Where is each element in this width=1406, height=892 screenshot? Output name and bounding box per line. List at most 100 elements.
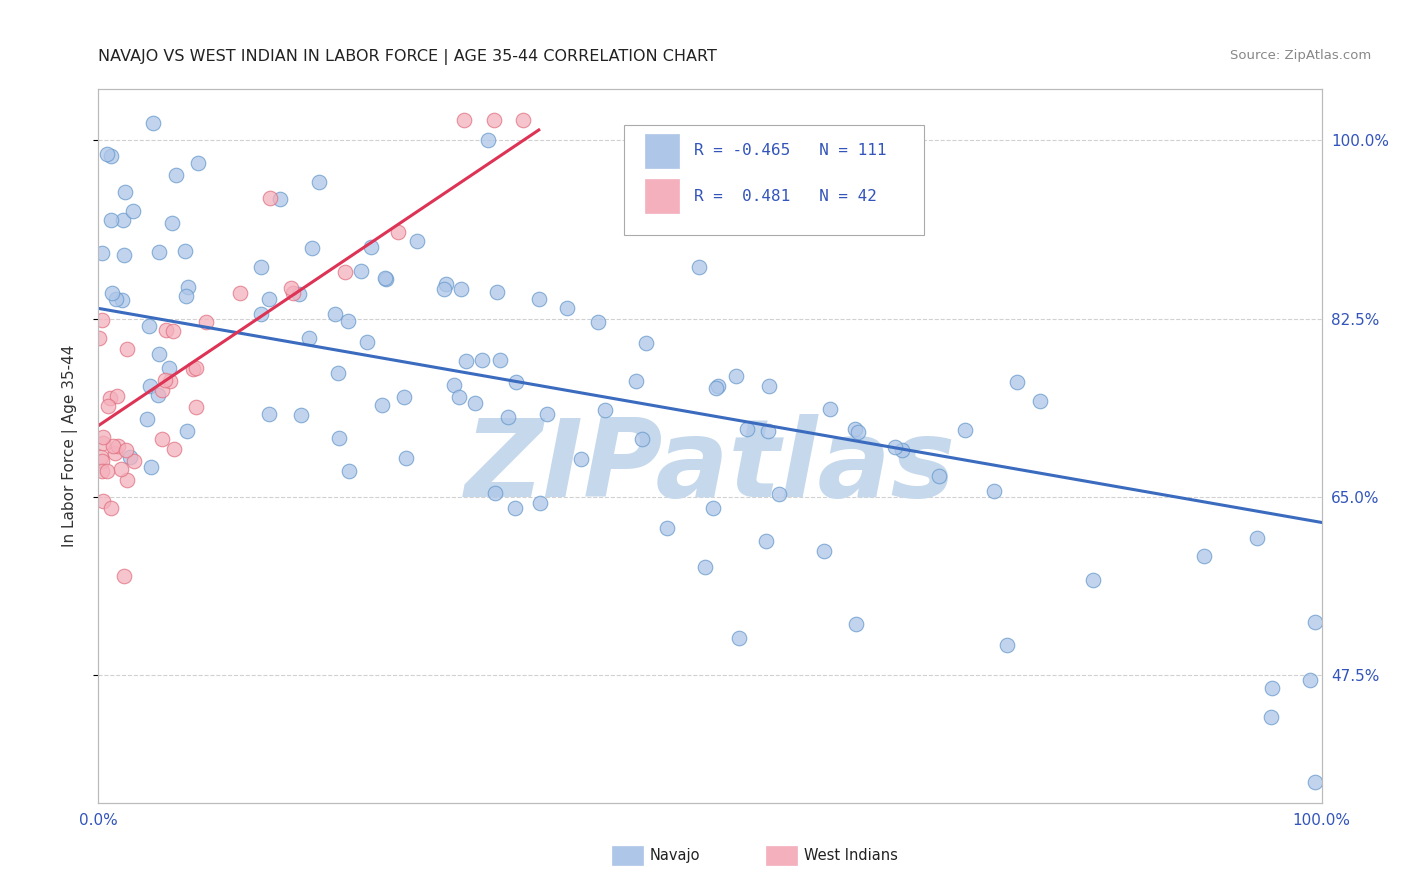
Point	[100, 391, 122, 405]
Point	[498, 409, 520, 424]
Point	[503, 501, 526, 516]
Point	[153, 373, 176, 387]
Point	[512, 112, 534, 127]
Point	[136, 412, 159, 426]
Point	[1260, 710, 1282, 724]
Point	[250, 307, 273, 321]
Point	[93, 430, 115, 444]
Point	[1005, 376, 1028, 390]
Point	[586, 314, 609, 328]
Point	[688, 260, 710, 274]
Point	[813, 544, 835, 558]
Point	[557, 301, 579, 315]
Point	[995, 638, 1018, 652]
Point	[434, 277, 457, 291]
Point	[818, 402, 841, 417]
Point	[328, 432, 350, 446]
Point	[228, 286, 250, 301]
Point	[529, 292, 551, 306]
FancyBboxPatch shape	[624, 125, 924, 235]
Point	[737, 422, 759, 436]
Point	[624, 374, 647, 388]
Point	[505, 375, 527, 389]
Text: ZIPatlas: ZIPatlas	[464, 415, 956, 520]
Point	[91, 494, 114, 508]
Point	[1192, 549, 1215, 564]
Point	[155, 323, 177, 337]
Point	[392, 390, 415, 404]
Point	[443, 378, 465, 392]
Point	[96, 146, 118, 161]
Point	[162, 216, 184, 230]
Point	[159, 375, 181, 389]
Point	[112, 248, 135, 262]
Point	[335, 265, 357, 279]
Point	[90, 246, 112, 260]
Point	[1246, 531, 1268, 545]
Point	[569, 452, 592, 467]
Point	[100, 212, 122, 227]
Point	[89, 331, 111, 345]
Point	[259, 191, 281, 205]
Point	[176, 424, 198, 438]
Point	[148, 346, 170, 360]
Point	[374, 272, 396, 286]
Point	[101, 439, 124, 453]
Point	[259, 407, 281, 421]
Point	[634, 335, 657, 350]
Point	[387, 225, 409, 239]
Point	[112, 569, 135, 583]
Point	[447, 390, 470, 404]
Text: West Indians: West Indians	[804, 848, 898, 863]
Point	[755, 533, 778, 548]
Point	[371, 398, 394, 412]
Point	[463, 396, 485, 410]
Point	[395, 450, 418, 465]
Point	[308, 174, 330, 188]
Bar	[645, 134, 679, 168]
Point	[1261, 681, 1284, 695]
Point	[1029, 394, 1052, 409]
Point	[120, 450, 142, 464]
Point	[100, 149, 122, 163]
Point	[173, 244, 195, 258]
Point	[269, 192, 291, 206]
Point	[453, 112, 475, 127]
Point	[249, 260, 271, 274]
Point	[406, 234, 429, 248]
Point	[283, 286, 305, 301]
Point	[655, 520, 678, 534]
Text: NAVAJO VS WEST INDIAN IN LABOR FORCE | AGE 35-44 CORRELATION CHART: NAVAJO VS WEST INDIAN IN LABOR FORCE | A…	[98, 49, 717, 65]
Point	[96, 464, 118, 478]
Point	[484, 112, 506, 127]
Point	[150, 383, 173, 397]
Bar	[645, 179, 679, 213]
Point	[176, 280, 198, 294]
Point	[91, 313, 114, 327]
Point	[174, 289, 197, 303]
Point	[337, 464, 360, 478]
Text: Navajo: Navajo	[650, 848, 700, 863]
Point	[139, 460, 162, 475]
Point	[983, 484, 1005, 499]
Point	[695, 559, 717, 574]
Point	[955, 423, 977, 437]
Point	[1081, 573, 1104, 587]
Point	[374, 270, 396, 285]
Point	[187, 156, 209, 170]
Point	[163, 442, 186, 456]
Point	[97, 400, 120, 414]
Point	[107, 439, 129, 453]
Point	[146, 387, 169, 401]
Point	[702, 501, 724, 516]
Point	[148, 244, 170, 259]
Point	[323, 307, 346, 321]
Point	[91, 464, 114, 478]
Point	[356, 334, 378, 349]
Point	[704, 381, 727, 395]
Point	[122, 204, 145, 219]
Point	[536, 407, 558, 421]
Point	[301, 241, 323, 255]
Point	[844, 421, 866, 435]
Point	[489, 353, 512, 368]
